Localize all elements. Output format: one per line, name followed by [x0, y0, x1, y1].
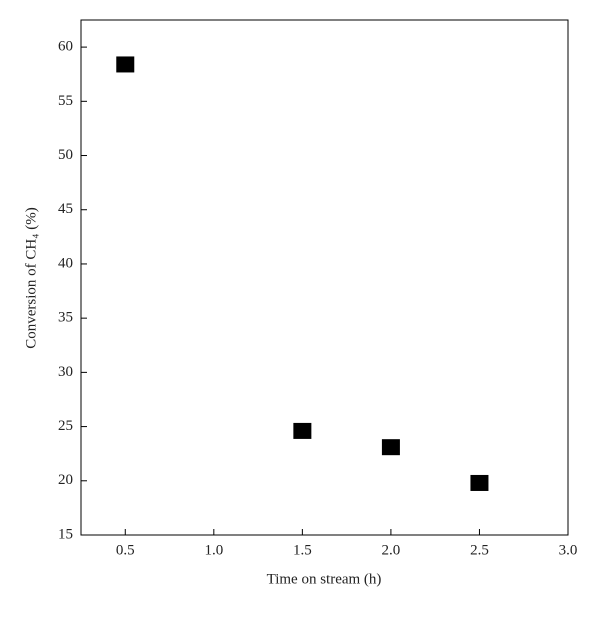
y-tick-label: 20 — [58, 472, 73, 488]
x-axis-label: Time on stream (h) — [267, 571, 382, 587]
y-tick-label: 45 — [58, 201, 73, 217]
y-tick-label: 55 — [58, 93, 73, 109]
y-tick-label: 15 — [58, 526, 73, 542]
y-tick-label: 30 — [58, 364, 73, 380]
x-tick-label: 3.0 — [559, 542, 578, 558]
x-tick-label: 2.0 — [382, 542, 401, 558]
y-tick-label: 60 — [58, 39, 73, 55]
y-tick-label: 40 — [58, 255, 73, 271]
data-point — [293, 422, 312, 439]
data-point — [381, 439, 400, 456]
x-tick-label: 1.0 — [204, 542, 223, 558]
data-point — [116, 56, 135, 73]
x-tick-label: 0.5 — [116, 542, 135, 558]
data-point — [470, 474, 489, 491]
plot-frame — [80, 19, 569, 536]
y-tick-label: 25 — [58, 418, 73, 434]
x-tick-label: 1.5 — [293, 542, 312, 558]
y-axis-label: Conversion of CH₄ (%) — [23, 207, 39, 348]
y-tick-label: 35 — [58, 310, 73, 326]
y-tick-label: 50 — [58, 147, 73, 163]
x-tick-label: 2.5 — [470, 542, 489, 558]
